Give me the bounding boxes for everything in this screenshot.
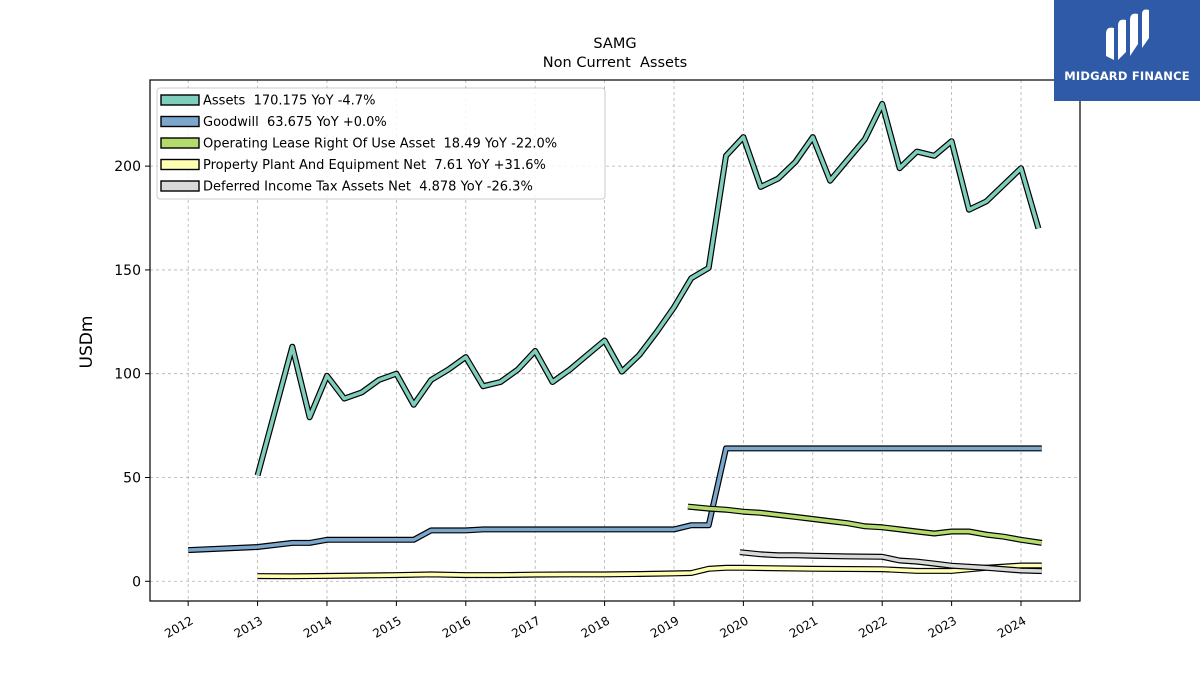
y-tick-label: 50 xyxy=(123,470,141,486)
series-line xyxy=(257,563,1042,579)
series-line xyxy=(739,550,1042,573)
legend-swatch xyxy=(160,137,200,149)
midgard-logo-icon xyxy=(1106,9,1149,61)
series-1 xyxy=(188,445,1042,554)
x-tick-label: 2016 xyxy=(440,613,473,640)
series-2 xyxy=(687,503,1043,546)
legend-swatch xyxy=(160,158,200,171)
x-tick-label: 2013 xyxy=(232,613,265,640)
series-4 xyxy=(739,549,1042,575)
series-line xyxy=(188,446,1042,552)
x-tick-label: 2023 xyxy=(926,613,959,640)
x-tick-label: 2017 xyxy=(509,613,542,640)
plot-frame xyxy=(149,79,1081,602)
chart-subtitle: Non Current Assets xyxy=(543,55,687,71)
legend-swatch xyxy=(160,180,200,192)
x-tick-label: 2012 xyxy=(162,613,195,640)
legend-entry: Operating Lease Right Of Use Asset 18.49… xyxy=(203,137,557,152)
series-line-outline xyxy=(188,445,1042,554)
legend-entry: Assets 170.175 YoY -4.7% xyxy=(203,94,375,109)
x-tick-label: 2024 xyxy=(995,613,1028,640)
series-line xyxy=(687,504,1043,545)
chart-title: SAMG xyxy=(593,36,636,52)
legend-entry: Goodwill 63.675 YoY +0.0% xyxy=(203,115,387,130)
y-tick-label: 0 xyxy=(132,574,141,590)
series-3 xyxy=(257,562,1042,580)
brand-logo: MIDGARD FINANCE xyxy=(1054,0,1200,101)
series-line xyxy=(255,102,1041,476)
grid-lines xyxy=(150,80,1080,601)
x-tick-label: 2021 xyxy=(787,613,820,640)
series-0 xyxy=(254,100,1042,477)
y-tick-label: 150 xyxy=(114,263,141,279)
x-tick-label: 2018 xyxy=(579,613,612,640)
x-tick-label: 2020 xyxy=(717,613,750,640)
legend-swatch xyxy=(160,115,200,128)
logo-text: MIDGARD FINANCE xyxy=(1064,69,1190,83)
legend-box xyxy=(156,87,606,200)
series-lines xyxy=(188,100,1043,580)
y-axis-label: USDm xyxy=(77,316,97,369)
legend-swatch xyxy=(160,94,200,106)
x-tick-label: 2019 xyxy=(648,613,681,640)
legend-entry: Property Plant And Equipment Net 7.61 Yo… xyxy=(203,158,546,173)
x-tick-label: 2015 xyxy=(370,613,403,640)
legend-entry: Deferred Income Tax Assets Net 4.878 YoY… xyxy=(203,180,533,195)
y-tick-label: 200 xyxy=(114,159,141,175)
x-tick-label: 2014 xyxy=(301,613,334,640)
x-tick-label: 2022 xyxy=(856,613,889,640)
y-tick-label: 100 xyxy=(114,367,141,383)
legend: Assets 170.175 YoY -4.7% Goodwill 63.675 … xyxy=(156,87,606,200)
